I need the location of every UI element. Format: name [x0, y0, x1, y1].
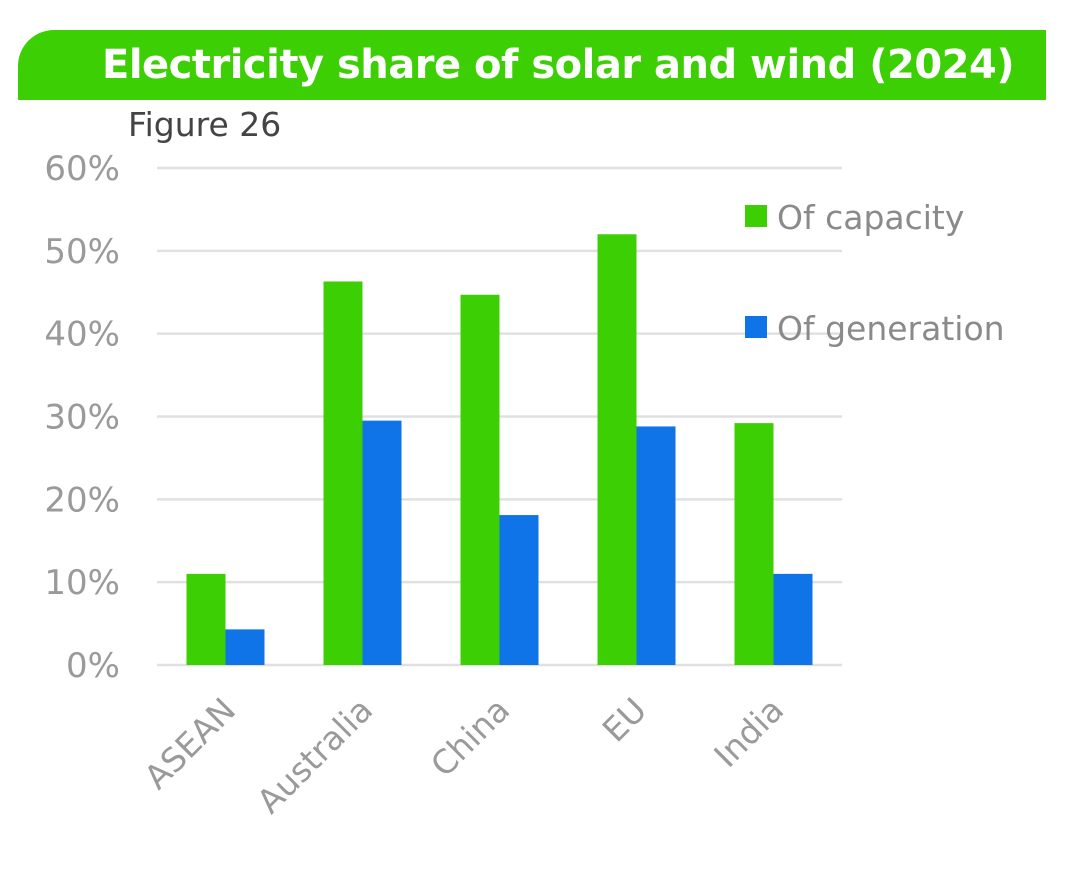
y-tick-label: 30% [44, 398, 120, 438]
bar-of-generation-asean [225, 629, 265, 665]
x-category-label: India [706, 690, 791, 775]
legend-swatch [745, 205, 767, 227]
figure-label: Figure 26 [128, 105, 282, 144]
bar-of-capacity-australia [323, 281, 363, 665]
y-tick-label: 10% [44, 563, 120, 603]
y-tick-label: 20% [44, 480, 120, 520]
bars [186, 234, 813, 665]
bar-of-generation-australia [362, 420, 402, 665]
legend-swatch [745, 316, 767, 338]
bar-of-generation-india [773, 573, 813, 665]
x-category-label: China [423, 690, 517, 784]
y-tick-label: 40% [44, 315, 120, 355]
title-banner: Electricity share of solar and wind (202… [18, 30, 1046, 100]
bar-of-generation-eu [636, 426, 676, 665]
bar-of-capacity-china [460, 294, 500, 665]
bar-of-capacity-india [734, 423, 774, 665]
bar-of-generation-china [499, 515, 539, 665]
y-tick-label: 60% [44, 149, 120, 189]
legend: Of capacity Of generation [745, 198, 1005, 348]
y-tick-label: 0% [66, 646, 120, 686]
chart-title: Electricity share of solar and wind (202… [102, 42, 1015, 88]
bar-of-capacity-eu [597, 234, 637, 665]
x-category-label: EU [595, 690, 654, 749]
x-axis-labels: ASEAN Australia China EU India [137, 690, 792, 821]
legend-label: Of capacity [777, 198, 964, 237]
x-category-label: Australia [249, 690, 380, 821]
y-axis-ticks: 0% 10% 20% 30% 40% 50% 60% [44, 149, 120, 686]
bar-of-capacity-asean [186, 573, 226, 665]
legend-label: Of generation [777, 309, 1005, 348]
y-tick-label: 50% [44, 232, 120, 272]
x-category-label: ASEAN [137, 690, 244, 797]
